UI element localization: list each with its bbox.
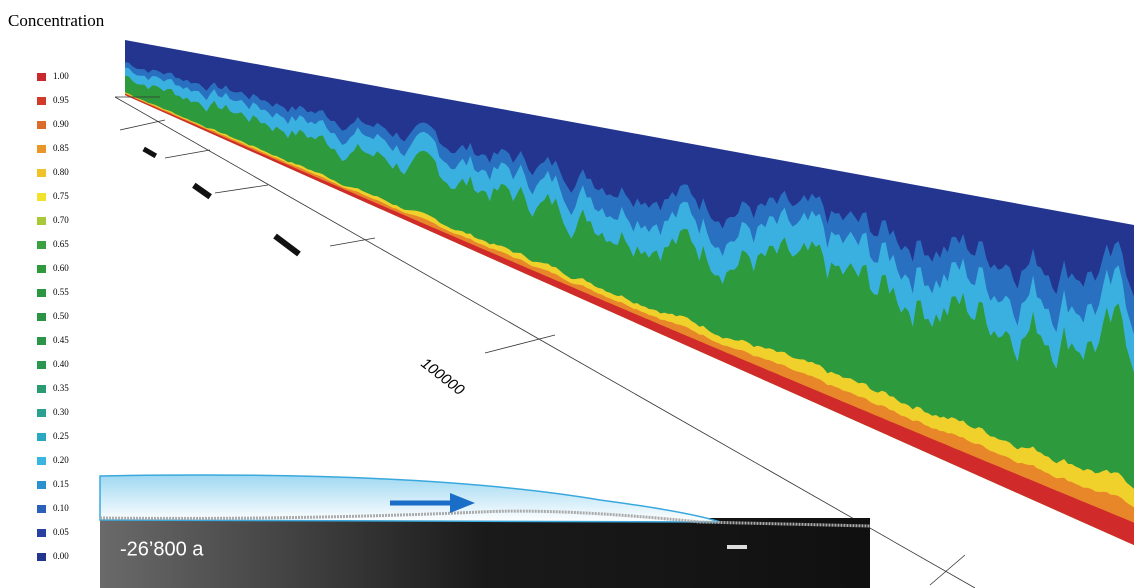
- legend-label: 0.65: [53, 239, 69, 249]
- legend-swatch: [37, 433, 46, 441]
- legend-label: 0.40: [53, 359, 69, 369]
- legend-swatch: [37, 265, 46, 273]
- legend-swatch: [37, 457, 46, 465]
- title: Concentration: [8, 11, 105, 30]
- legend-label: 0.10: [53, 503, 69, 513]
- legend-swatch: [37, 289, 46, 297]
- legend-swatch: [37, 97, 46, 105]
- legend-swatch: [37, 409, 46, 417]
- legend-swatch: [37, 505, 46, 513]
- legend-label: 0.30: [53, 407, 69, 417]
- legend-label: 0.50: [53, 311, 69, 321]
- legend-swatch: [37, 529, 46, 537]
- legend-swatch: [37, 337, 46, 345]
- legend-label: 0.05: [53, 527, 69, 537]
- figure: 100000 -26’800 a Concentration 1.00 0.95 0…: [0, 0, 1134, 588]
- legend-label: 0.85: [53, 143, 69, 153]
- legend-swatch: [37, 217, 46, 225]
- legend-swatch: [37, 241, 46, 249]
- legend-label: 0.75: [53, 191, 69, 201]
- legend-swatch: [37, 385, 46, 393]
- legend-swatch: [37, 361, 46, 369]
- legend-label: 0.20: [53, 455, 69, 465]
- legend-label: 0.25: [53, 431, 69, 441]
- axis-label-boxes: [142, 147, 300, 257]
- legend-label: 0.80: [53, 167, 69, 177]
- legend-label: 0.70: [53, 215, 69, 225]
- figure-canvas: 100000 -26’800 a Concentration 1.00 0.95 0…: [0, 0, 1134, 588]
- axis-tick-label: 100000: [418, 355, 468, 400]
- legend-label: 0.60: [53, 263, 69, 273]
- concentration-surface: [125, 40, 1134, 545]
- legend-label: 0.55: [53, 287, 69, 297]
- legend-swatch: [37, 193, 46, 201]
- legend-swatch: [37, 481, 46, 489]
- legend-swatch: [37, 169, 46, 177]
- inset: -26’800 a: [100, 475, 870, 588]
- legend-label: 0.35: [53, 383, 69, 393]
- legend-label: 0.15: [53, 479, 69, 489]
- legend-label: 0.45: [53, 335, 69, 345]
- legend-label: 1.00: [53, 71, 69, 81]
- legend-swatch: [37, 73, 46, 81]
- legend-label: 0.00: [53, 551, 69, 561]
- legend: 1.00 0.95 0.90 0.85 0.80 0.75 0.70 0.65 0.60 0.55…: [37, 71, 69, 561]
- legend-swatch: [37, 145, 46, 153]
- legend-swatch: [37, 313, 46, 321]
- legend-label: 0.90: [53, 119, 69, 129]
- legend-swatch: [37, 121, 46, 129]
- inset-label: -26’800 a: [120, 538, 204, 560]
- legend-label: 0.95: [53, 95, 69, 105]
- legend-swatch: [37, 553, 46, 561]
